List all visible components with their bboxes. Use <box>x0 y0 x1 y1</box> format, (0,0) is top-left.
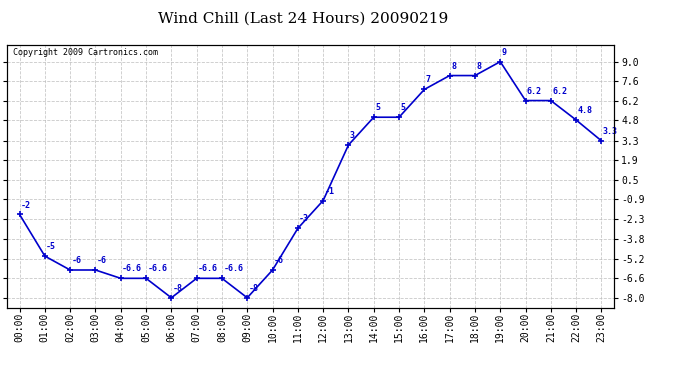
Text: 4.8: 4.8 <box>578 106 593 115</box>
Text: -5: -5 <box>46 242 57 251</box>
Text: 9: 9 <box>502 48 506 57</box>
Text: 6.2: 6.2 <box>527 87 542 96</box>
Text: -6.6: -6.6 <box>148 264 168 273</box>
Text: 7: 7 <box>426 75 431 84</box>
Text: -6: -6 <box>72 256 81 265</box>
Text: -8: -8 <box>248 284 259 293</box>
Text: Copyright 2009 Cartronics.com: Copyright 2009 Cartronics.com <box>13 48 158 57</box>
Text: -6.6: -6.6 <box>224 264 244 273</box>
Text: 5: 5 <box>400 103 406 112</box>
Text: -6: -6 <box>97 256 107 265</box>
Text: -1: -1 <box>324 187 335 196</box>
Text: 3.3: 3.3 <box>603 127 618 136</box>
Text: 6.2: 6.2 <box>552 87 567 96</box>
Text: Wind Chill (Last 24 Hours) 20090219: Wind Chill (Last 24 Hours) 20090219 <box>159 11 448 25</box>
Text: 5: 5 <box>375 103 380 112</box>
Text: 3: 3 <box>350 131 355 140</box>
Text: 8: 8 <box>451 62 456 70</box>
Text: -6.6: -6.6 <box>122 264 142 273</box>
Text: 8: 8 <box>476 62 482 70</box>
Text: -8: -8 <box>172 284 183 293</box>
Text: -6: -6 <box>274 256 284 265</box>
Text: -6.6: -6.6 <box>198 264 218 273</box>
Text: -2: -2 <box>21 201 31 210</box>
Text: -3: -3 <box>299 214 309 223</box>
